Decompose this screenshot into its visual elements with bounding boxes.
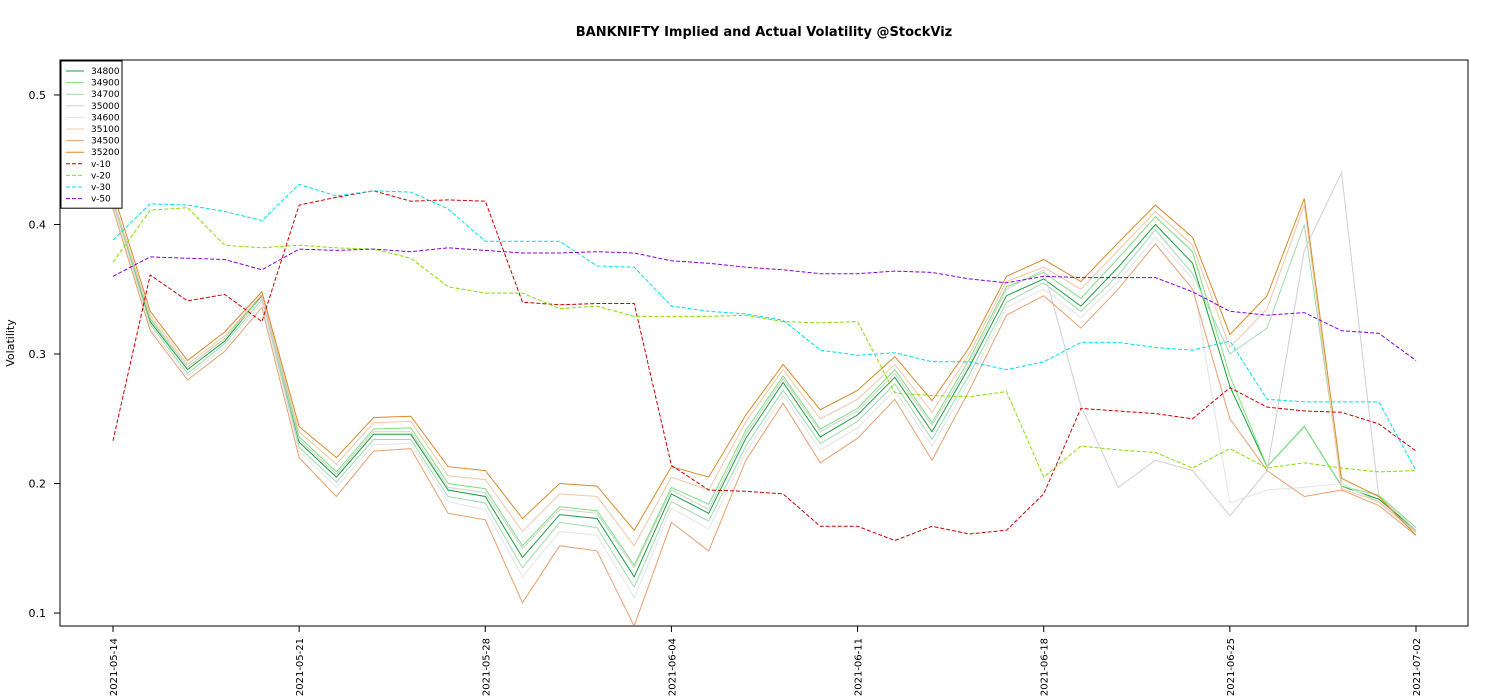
series-line-34700 <box>112 201 1417 589</box>
legend-label: 35000 <box>91 102 120 112</box>
x-tick-label: 2021-07-02 <box>1412 638 1423 696</box>
chart-title: BANKNIFTY Implied and Actual Volatility … <box>576 25 952 40</box>
legend-label: v-50 <box>91 195 111 205</box>
series-line-v-20 <box>112 207 1417 478</box>
legend-label: 34800 <box>91 67 120 77</box>
y-tick-label: 0.4 <box>29 218 47 231</box>
y-tick-label: 0.3 <box>29 348 47 361</box>
x-tick-label: 2021-06-25 <box>1226 638 1237 696</box>
y-tick-label: 0.5 <box>29 89 47 102</box>
legend-label: v-30 <box>91 183 111 193</box>
series-line-34600 <box>112 204 1417 599</box>
x-tick-label: 2021-05-14 <box>109 638 120 696</box>
legend-label: 34700 <box>91 90 120 100</box>
series-line-34900 <box>112 198 1417 567</box>
x-axis: 2021-05-14 2021-05-21 2021-05-28 2021-06-04… <box>109 626 1423 696</box>
legend-label: 35100 <box>91 125 120 135</box>
legend-box <box>60 60 123 209</box>
series-line-v-10 <box>112 190 1417 542</box>
legend-label: v-10 <box>91 160 111 170</box>
x-tick-label: 2021-06-04 <box>667 638 678 696</box>
series-line-35200 <box>112 191 1417 536</box>
x-tick-label: 2021-05-28 <box>481 638 492 696</box>
legend-label: 34500 <box>91 137 120 147</box>
series-line-35100 <box>112 198 1417 547</box>
x-tick-label: 2021-06-11 <box>854 638 865 696</box>
y-axis-label: Volatility <box>4 319 17 367</box>
legend-label: 35200 <box>91 148 120 158</box>
series-layer <box>112 170 1417 625</box>
series-line-34800 <box>112 198 1417 578</box>
y-tick-label: 0.2 <box>29 478 47 491</box>
series-line-v-50 <box>112 247 1417 361</box>
series-line-35000 <box>112 170 1417 569</box>
legend-label: 34900 <box>91 79 120 89</box>
y-tick-label: 0.1 <box>29 607 47 620</box>
x-tick-label: 2021-05-21 <box>295 638 306 696</box>
plot-frame <box>59 59 1469 627</box>
series-line-v-30 <box>112 183 1417 471</box>
x-tick-label: 2021-06-18 <box>1040 638 1051 696</box>
legend-label: v-20 <box>91 171 111 181</box>
series-line-34500 <box>112 208 1417 625</box>
y-axis: 0.1 0.2 0.3 0.4 0.5 <box>29 89 60 620</box>
legend-label: 34600 <box>91 113 120 123</box>
